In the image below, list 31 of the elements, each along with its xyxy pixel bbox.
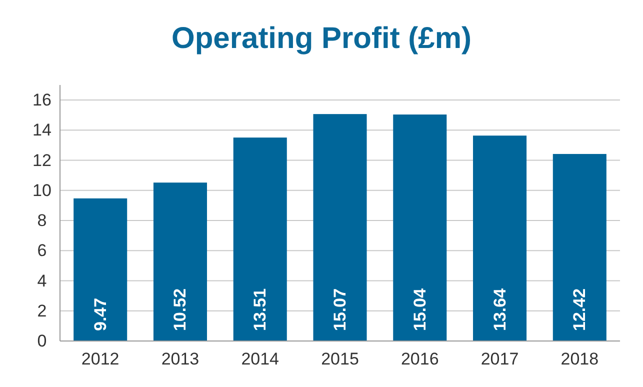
bar bbox=[473, 136, 527, 341]
data-label: 12.42 bbox=[570, 288, 590, 331]
bar bbox=[74, 198, 128, 341]
bar bbox=[153, 182, 207, 341]
x-tick-label: 2015 bbox=[321, 350, 359, 368]
y-tick-label: 4 bbox=[37, 271, 47, 290]
y-tick-label: 0 bbox=[37, 332, 47, 350]
y-tick-label: 10 bbox=[32, 180, 52, 200]
chart-title: Operating Profit (£m) bbox=[171, 22, 472, 55]
data-label: 10.52 bbox=[170, 288, 190, 331]
data-label: 13.64 bbox=[490, 288, 510, 331]
data-label: 15.07 bbox=[330, 288, 350, 331]
bar bbox=[233, 138, 287, 341]
y-tick-label: 6 bbox=[37, 241, 47, 260]
x-tick-label: 2017 bbox=[480, 350, 519, 368]
data-label: 13.51 bbox=[250, 288, 270, 331]
data-label: 9.47 bbox=[90, 298, 110, 331]
y-tick-label: 8 bbox=[37, 211, 47, 230]
x-tick-label: 2012 bbox=[81, 350, 120, 368]
bar bbox=[393, 114, 447, 341]
y-tick-label: 2 bbox=[37, 301, 47, 320]
y-tick-label: 12 bbox=[32, 150, 52, 170]
x-tick-label: 2014 bbox=[241, 350, 280, 368]
x-tick-label: 2018 bbox=[560, 350, 599, 368]
bar bbox=[313, 114, 367, 341]
data-label: 15.04 bbox=[410, 288, 430, 331]
x-tick-label: 2013 bbox=[161, 350, 200, 368]
y-tick-label: 14 bbox=[32, 120, 52, 140]
x-tick-label: 2016 bbox=[400, 350, 439, 368]
y-tick-label: 16 bbox=[32, 90, 52, 110]
bar bbox=[552, 154, 606, 341]
